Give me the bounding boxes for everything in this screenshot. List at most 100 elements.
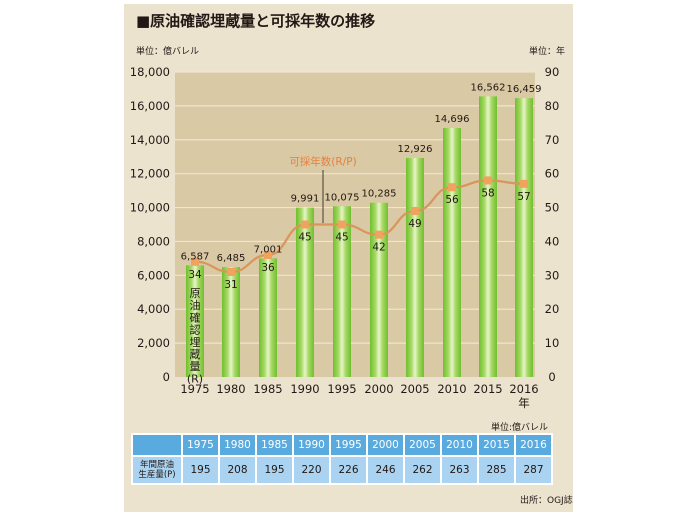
rp-value-label: 34 (188, 269, 202, 281)
rp-value-label: 57 (517, 191, 530, 203)
table-corner-cell (131, 433, 183, 457)
left-tick-label: 10,000 (130, 201, 170, 215)
bar (406, 157, 424, 377)
bar-series (186, 96, 533, 378)
table-production-cell: 263 (440, 455, 479, 485)
bar-value-label: 12,926 (398, 144, 433, 155)
right-tick-label: 20 (545, 302, 560, 316)
table-year-cell: 1985 (255, 433, 294, 457)
table-production-row: 年間原油 生産量(P) 195 208 195 220 226 246 262 … (131, 455, 553, 485)
x-tick-label: 2015 (473, 382, 502, 396)
left-tick-label: 16,000 (130, 99, 170, 113)
table-year-cell: 1995 (329, 433, 368, 457)
rp-marker (301, 220, 309, 229)
x-axis-suffix: 年 (518, 396, 530, 410)
bar-value-label: 16,459 (507, 84, 542, 95)
rp-value-label: 58 (481, 187, 494, 199)
table-year-cell: 2010 (440, 433, 479, 457)
bar-value-label: 10,075 (325, 192, 360, 203)
bar-value-labels: 6,587 6,485 7,001 9,991 10,075 10,285 12,926 14… (181, 82, 542, 264)
left-tick-label: 18,000 (130, 65, 170, 79)
x-tick-label: 1990 (290, 382, 319, 396)
left-tick-label: 4,000 (137, 302, 170, 316)
bar (333, 206, 351, 377)
left-axis-ticks: 0 2,000 4,000 6,000 8,000 10,000 12,000 14,000 1… (130, 65, 170, 384)
left-tick-label: 8,000 (137, 234, 170, 248)
bar (479, 96, 497, 377)
right-axis-ticks: 0 10 20 30 40 50 60 70 80 90 (545, 65, 560, 384)
gridlines (175, 71, 535, 344)
bar-value-label: 14,696 (435, 114, 470, 125)
table-unit: 単位:億バレル (491, 423, 549, 433)
source-note: 出所：OGJ誌 (520, 496, 573, 506)
rp-value-label: 49 (408, 218, 421, 230)
bar-value-label: 7,001 (254, 244, 283, 255)
left-tick-label: 6,000 (137, 268, 170, 282)
right-tick-label: 10 (545, 336, 560, 350)
left-tick-label: 2,000 (137, 336, 170, 350)
bar-value-label: 16,562 (471, 82, 506, 93)
bar (259, 258, 277, 377)
x-tick-label: 1980 (216, 382, 245, 396)
table-production-cell: 262 (403, 455, 442, 485)
rp-value-labels: 34 31 36 45 45 42 49 56 58 57 (188, 187, 530, 291)
bar-value-label: 9,991 (291, 194, 320, 205)
right-tick-label: 80 (545, 99, 560, 113)
row-header-line-2: 生産量(P) (138, 470, 176, 480)
x-tick-label: 1975 (180, 382, 209, 396)
table-year-cell: 1975 (181, 433, 220, 457)
rp-marker (227, 267, 235, 276)
x-tick-label: 2016 (509, 382, 538, 396)
bar-value-label: 6,587 (181, 251, 210, 262)
rp-value-label: 45 (335, 232, 348, 244)
rp-marker (448, 183, 456, 192)
bar-value-label: 6,485 (217, 253, 246, 264)
x-tick-label: 2005 (400, 382, 429, 396)
left-tick-label: 0 (163, 370, 170, 384)
table-production-cell: 285 (477, 455, 516, 485)
right-tick-label: 50 (545, 201, 560, 215)
bar (443, 127, 461, 378)
vertical-label-char: 量 (190, 360, 201, 373)
right-tick-label: 40 (545, 234, 560, 248)
bar (186, 265, 204, 377)
table-year-cell: 2000 (366, 433, 405, 457)
rp-value-label: 45 (298, 232, 311, 244)
vertical-label-char: 蔵 (190, 348, 201, 361)
table-production-cell: 246 (366, 455, 405, 485)
vertical-label-char: 埋 (190, 336, 201, 349)
table-year-cell: 2016 (514, 433, 553, 457)
table-year-cell: 1990 (292, 433, 331, 457)
table-production-cell: 195 (181, 455, 220, 485)
bar-value-label: 10,285 (362, 189, 397, 200)
production-table: 1975 1980 1985 1990 1995 2000 2005 2010 … (131, 433, 553, 485)
right-tick-label: 70 (545, 133, 560, 147)
rp-marker (264, 251, 272, 259)
x-tick-label: 1985 (253, 382, 282, 396)
rp-marker (411, 206, 419, 215)
rp-marker (338, 220, 346, 229)
right-axis-unit: 単位：年 (529, 47, 566, 57)
right-tick-label: 0 (548, 370, 555, 384)
x-axis-ticks: 1975 1980 1985 1990 1995 2000 2005 2010 2015 2016… (180, 382, 538, 410)
rp-value-label: 31 (224, 279, 237, 291)
right-tick-label: 30 (545, 268, 560, 282)
rp-annotation-label: 可採年数(R/P) (289, 155, 356, 168)
table-production-cell: 208 (218, 455, 257, 485)
table-production-cell: 226 (329, 455, 368, 485)
bar (515, 98, 533, 377)
table-header-row: 1975 1980 1985 1990 1995 2000 2005 2010 … (131, 433, 553, 457)
bar (296, 207, 314, 377)
vertical-label-char: (R) (187, 372, 203, 385)
rp-value-label: 56 (445, 194, 459, 206)
right-tick-label: 60 (545, 167, 560, 181)
rp-marker (520, 179, 528, 188)
rp-marker (375, 230, 383, 239)
table-production-cell: 287 (514, 455, 553, 485)
x-tick-label: 2000 (364, 382, 393, 396)
bar (370, 202, 388, 377)
rp-marker (484, 176, 492, 185)
table-production-cell: 220 (292, 455, 331, 485)
left-tick-label: 12,000 (130, 167, 170, 181)
chart-title: ■原油確認埋蔵量と可採年数の推移 (136, 12, 376, 30)
